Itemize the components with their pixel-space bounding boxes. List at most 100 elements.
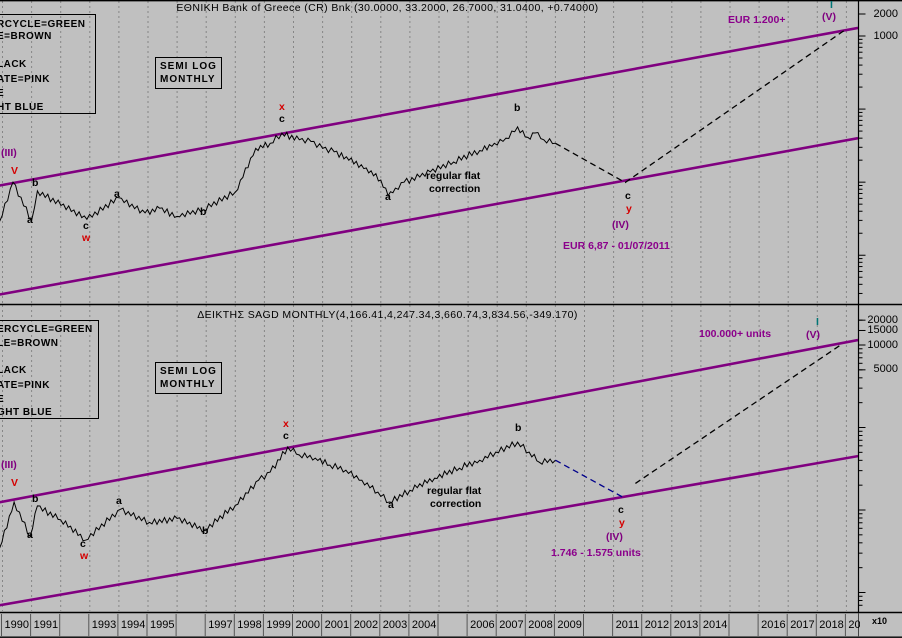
plot-area — [0, 1, 858, 303]
legend-line: HT BLUE — [0, 102, 44, 113]
year-label: 2007 — [499, 619, 524, 631]
legend-line: LE=BROWN — [0, 338, 59, 349]
wave-annotation: b — [32, 493, 39, 505]
year-label: 2017 — [790, 619, 815, 631]
wave-annotation: a — [27, 214, 33, 226]
year-label: 2011 — [615, 619, 640, 631]
wave-annotation: a — [116, 495, 122, 507]
wave-annotation: c — [80, 538, 86, 550]
year-label: 2013 — [673, 619, 699, 631]
wave-annotation: correction — [430, 498, 482, 510]
year-label: 2009 — [557, 619, 582, 631]
wave-annotation: y — [619, 517, 625, 529]
wave-annotation: c — [625, 190, 631, 202]
bottom-chart-title: ΔΕΙΚΤΗΣ SAGD MONTHLY(4,166.41,4,247.34,3… — [197, 309, 578, 321]
axis-multiplier: x10 — [872, 616, 888, 626]
wave-annotation: regular flat — [426, 170, 481, 182]
x-axis: 1990 1991 1993 1994 1995 1997 1998 1999 2000 2001… — [0, 613, 861, 638]
year-label: 2004 — [411, 619, 437, 631]
legend-line: E=BROWN — [0, 31, 52, 42]
wave-annotation: correction — [429, 183, 481, 195]
wave-annotation: b — [514, 102, 521, 114]
wave-annotation: c — [618, 504, 624, 516]
year-label: 1991 — [33, 619, 59, 631]
legend-line: E — [0, 394, 5, 405]
channel-upper — [0, 26, 858, 187]
top-chart-title: ΕΘΝΙΚΗ Bank of Greece (CR) Bnk (30.0000,… — [176, 2, 599, 14]
year-label: 1990 — [4, 619, 29, 631]
wave-annotation: I — [830, 0, 833, 11]
year-label: 2006 — [470, 619, 495, 631]
wave-annotation: y — [626, 203, 632, 215]
wave-annotation: (V) — [806, 329, 820, 341]
projection-line — [635, 344, 841, 484]
wave-annotation: (III) — [1, 459, 17, 471]
wave-annotation: c — [83, 220, 89, 232]
wave-annotation: a — [114, 188, 120, 200]
wave-annotation: c — [283, 430, 289, 442]
y-axis-label: 2000 — [873, 7, 898, 20]
year-label: 1998 — [237, 619, 262, 631]
wave-annotation: b — [32, 177, 39, 189]
scale-box-top: SEMI LOG MONTHLY — [155, 57, 222, 89]
wave-annotation: (III) — [1, 147, 17, 159]
wave-annotation: 100.000+ units — [699, 328, 772, 340]
year-label: 1997 — [208, 619, 233, 631]
scale-box-line: MONTHLY — [160, 74, 216, 85]
wave-annotation: x — [283, 418, 289, 430]
wave-annotation: w — [82, 232, 91, 244]
wave-annotation: c — [279, 113, 285, 125]
year-label: 2002 — [353, 619, 379, 631]
wave-annotation: V — [11, 477, 19, 489]
wave-annotation: (IV) — [612, 219, 629, 231]
wave-annotation: EUR 6,87 - 01/07/2011 — [563, 240, 670, 252]
projection-line — [555, 29, 846, 184]
year-label: 2000 — [295, 619, 320, 631]
year-label: 2014 — [702, 619, 728, 631]
year-label: 2012 — [644, 619, 670, 631]
year-label: 1995 — [150, 619, 175, 631]
y-axis-label: 10000 — [867, 338, 898, 351]
channel-upper — [0, 338, 858, 504]
y-axis-label: 20000 — [867, 313, 898, 326]
y-axis-label: 1000 — [873, 29, 898, 42]
plot-area — [0, 305, 858, 611]
wave-annotation: x — [279, 101, 285, 113]
year-label: 1999 — [266, 619, 291, 631]
wave-annotation: 1.746 - 1.575 units — [551, 547, 641, 559]
scale-box-line: SEMI LOG — [160, 61, 217, 72]
wave-annotation: regular flat — [427, 485, 482, 497]
wave-annotation: I — [816, 316, 819, 328]
wave-annotation: w — [80, 550, 89, 562]
scale-box-bottom: SEMI LOG MONTHLY — [155, 362, 222, 394]
year-label: 2003 — [382, 619, 408, 631]
channel-lower — [0, 136, 858, 296]
scale-box-line: SEMI LOG — [160, 366, 217, 377]
legend-line: LACK — [0, 59, 27, 70]
year-label: 2016 — [761, 619, 786, 631]
wave-degree-legend-bottom: ERCYCLE=GREEN LE=BROWN LACK ATE=PINK E G… — [0, 320, 99, 419]
legend-line: LACK — [0, 365, 27, 376]
wave-degree-legend-top: RCYCLE=GREEN E=BROWN LACK ATE=PINK E HT … — [0, 14, 96, 114]
price-line — [0, 440, 556, 549]
projection-line — [555, 459, 623, 498]
legend-line: RCYCLE=GREEN — [0, 19, 86, 30]
year-label: 2001 — [324, 619, 350, 631]
legend-line: ERCYCLE=GREEN — [0, 324, 93, 335]
wave-annotation: (V) — [822, 11, 836, 23]
price-line — [0, 125, 556, 222]
year-label: 2008 — [528, 619, 553, 631]
legend-line: ATE=PINK — [0, 74, 50, 85]
wave-annotation: EUR 1.200+ — [728, 14, 786, 26]
wave-annotation: a — [388, 499, 394, 511]
year-label: 2019 — [848, 619, 860, 631]
legend-line: E — [0, 88, 5, 99]
wave-annotation: (IV) — [606, 531, 623, 543]
scale-box-line: MONTHLY — [160, 379, 216, 390]
wave-annotation: V — [11, 165, 19, 177]
legend-line: ATE=PINK — [0, 380, 50, 391]
year-label: 2018 — [819, 619, 844, 631]
wave-annotation: b — [202, 525, 209, 537]
